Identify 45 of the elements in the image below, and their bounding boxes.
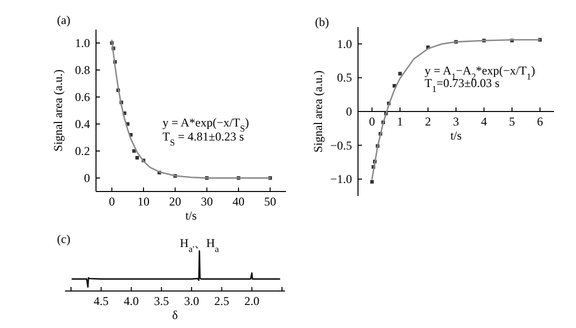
point (132, 149, 136, 153)
y-axis-title: Signal area (a.u.) (51, 70, 65, 152)
y-tick-label: 0.4 (75, 117, 90, 131)
y-tick-label: −1.0 (330, 172, 352, 186)
chart-title: (c) (57, 232, 70, 246)
x-axis-title: δ (172, 308, 178, 322)
y-tick-label: 1.0 (75, 36, 90, 50)
point (370, 180, 374, 184)
x-tick-label: 2.0 (244, 294, 260, 308)
x-tick-label: 30 (200, 194, 213, 208)
x-tick-label: 50 (264, 194, 276, 208)
y-tick-label: 0.5 (337, 70, 352, 85)
x-tick-label: 3.5 (154, 294, 169, 308)
y-tick-label: 0 (346, 104, 352, 118)
annotation: H$_{a'}$、H$_{a}$ (180, 236, 219, 254)
x-tick-label: 10 (138, 194, 150, 208)
x-tick-label: 4.0 (124, 294, 139, 308)
point (135, 156, 139, 160)
y-tick-label: 0.6 (75, 90, 90, 104)
x-tick-label: 3.0 (184, 294, 200, 308)
x-tick-label: 40 (232, 194, 244, 208)
annotation: y = A*exp(−x/T$_{S}$) (162, 116, 250, 134)
chart-title: (b) (315, 15, 329, 29)
point (398, 72, 402, 76)
y-tick-label: 0 (84, 171, 90, 185)
x-tick-label: 20 (169, 194, 182, 208)
x-tick-label: 2.5 (214, 294, 230, 308)
x-tick-label: 2 (425, 114, 431, 128)
x-tick-label: 5 (509, 114, 515, 128)
line-series (111, 40, 271, 179)
x-tick-label: 0 (369, 114, 375, 128)
y-tick-label: 0.8 (75, 63, 90, 77)
x-tick-label: 0 (108, 194, 115, 208)
y-tick-label: −0.5 (330, 138, 352, 152)
y-axis-title: Signal area (a.u.) (311, 70, 325, 152)
x-tick-label: 4.5 (94, 294, 109, 308)
y-tick-label: 0.2 (75, 144, 90, 158)
x-tick-label: 3 (453, 114, 459, 128)
x-tick-label: 6 (537, 114, 543, 128)
x-axis-title: t/s (450, 128, 462, 142)
x-axis-title: t/s (185, 208, 197, 222)
chart-title: (a) (57, 13, 70, 27)
x-tick-label: 4 (481, 114, 487, 128)
y-tick-label: 1.0 (337, 36, 352, 51)
x-tick-label: 1 (397, 114, 403, 128)
